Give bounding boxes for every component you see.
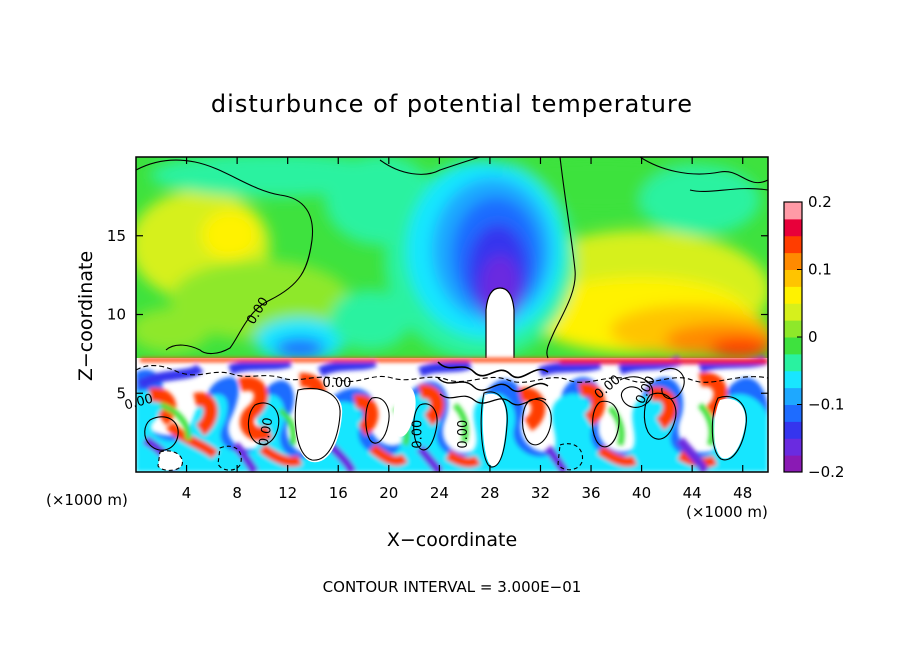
colorbar-tick-label: 0 [808,328,818,346]
colorbar-swatch [784,235,802,254]
contour-label: 0.00 [411,420,426,449]
colorbar-swatch [784,404,802,422]
contour-label: 0.00 [257,416,277,447]
x-tick-label: 20 [379,484,398,502]
potential-temperature-field [136,157,768,472]
colorbar-swatch [784,252,802,270]
colorbar-swatch [784,337,802,355]
colorbar-swatch [784,387,802,405]
y-tick-label: 5 [116,384,126,402]
x-tick-label: 4 [182,484,192,502]
x-tick-label: 48 [733,484,752,502]
x-tick-label: 40 [632,484,651,502]
x-tick-label: 28 [480,484,499,502]
colorbar-tick-label: 0.2 [808,193,832,211]
x-tick-label: 32 [531,484,550,502]
x-axis-label: X−coordinate [387,529,517,551]
x-tick-label: 44 [683,484,702,502]
contour-label: 0.00 [123,391,155,413]
x-tick-label: 12 [278,484,297,502]
colorbar-tick-label: −0.2 [808,463,844,481]
x-axis: 4 8 12 16 20 24 28 32 36 40 44 48 [182,157,752,502]
contour-lines [136,157,768,471]
colorbar-swatch [784,370,802,389]
colorbar-swatch [784,286,802,304]
y-axis: 5 10 15 [107,227,768,402]
lower-layer-shading [136,355,768,472]
x-unit-note-left: (×1000 m) [46,491,128,509]
colorbar-swatch [784,455,802,473]
colorbar-tick-label: 0.1 [808,261,832,279]
plume-core [486,288,514,358]
upper-layer-shading [136,157,768,362]
colorbar-swatch [784,303,802,321]
y-axis-label: Z−coordinate [75,251,97,381]
colorbar: 0.2 0.1 0 −0.1 −0.2 [783,193,844,481]
colorbar-swatch [784,269,802,287]
contour-interval-note: CONTOUR INTERVAL = 3.000E−01 [323,578,582,596]
colorbar-tick-label: −0.1 [808,396,844,414]
x-tick-label: 16 [329,484,348,502]
x-tick-label: 8 [232,484,242,502]
colorbar-swatch [784,438,802,456]
colorbar-swatch [784,353,802,372]
x-tick-label: 36 [581,484,600,502]
colorbar-swatch [784,218,802,237]
x-tick-label: 24 [430,484,449,502]
colorbar-swatch [784,421,802,439]
colorbar-swatch [784,320,802,338]
x-unit-note-right: (×1000 m) [686,503,768,521]
colorbar-swatch [784,202,802,220]
chart-title: disturbunce of potential temperature [211,90,693,118]
contour-label: 0.00 [456,420,471,449]
y-tick-label: 15 [107,227,126,245]
contour-label: 0.00 [322,376,351,391]
y-tick-label: 10 [107,306,126,324]
